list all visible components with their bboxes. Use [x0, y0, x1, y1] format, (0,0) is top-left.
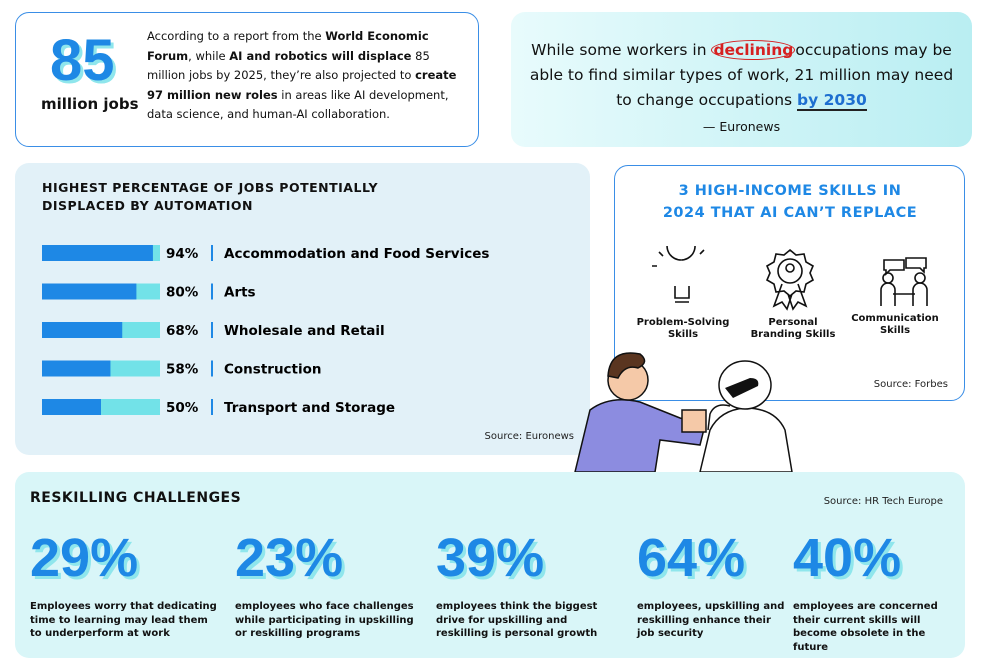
stat-value: 39%: [436, 528, 545, 588]
skill-label: Personal Branding Skills: [750, 317, 836, 340]
stat-value: 23%: [235, 528, 344, 588]
skills-card: 3 HIGH-INCOME SKILLS IN 2024 THAT AI CAN…: [614, 165, 965, 401]
bar: [42, 283, 137, 300]
quote-segment: occupations may be able to find similar …: [529, 41, 954, 109]
intro-text: According to a report from the World Eco…: [147, 27, 467, 125]
quote-segment: While some workers in: [531, 41, 712, 59]
quote-segment: by 2030: [797, 91, 867, 111]
intro-segment: World Economic Forum: [147, 29, 429, 63]
bulb-icon: [666, 246, 696, 303]
automation-card: HIGHEST PERCENTAGE OF JOBS POTENTIALLY D…: [15, 163, 590, 455]
reskilling-card: RESKILLING CHALLENGES Source: HR Tech Eu…: [15, 472, 965, 658]
value-label: 50%: [166, 400, 199, 416]
stat-text: employees, upskilling and reskilling enh…: [637, 601, 785, 639]
value-label: 58%: [166, 362, 199, 378]
human-robot-illustration: [574, 352, 793, 472]
value-label: 68%: [166, 323, 199, 339]
stat-value: 29%: [30, 528, 139, 588]
human-hair: [607, 352, 646, 379]
intro-segment: AI and robotics will displace: [229, 48, 412, 63]
chat-icon: [880, 257, 928, 306]
quote-segment: declining: [711, 40, 796, 60]
automation-title: HIGHEST PERCENTAGE OF JOBS POTENTIALLY D…: [42, 180, 379, 213]
stat-text: employees who face challenges while part…: [235, 601, 414, 639]
jobs-card: 85 million jobs According to a report fr…: [15, 12, 479, 147]
intro-segment: create 97 million new roles: [147, 68, 457, 102]
bar: [42, 360, 111, 377]
badge-head: [785, 263, 795, 273]
intro-segment: in areas like AI development, data scien…: [147, 87, 449, 122]
chat-person-a: [882, 272, 894, 284]
reskilling-source: Source: HR Tech Europe: [823, 496, 943, 507]
intro-segment: 85 million jobs by 2025, they’re also pr…: [147, 48, 430, 83]
reskilling-title: RESKILLING CHALLENGES: [30, 490, 242, 506]
skills-source: Source: Forbes: [873, 379, 948, 390]
intro-segment: According to a report from the: [147, 29, 326, 43]
stat-text: employees think the biggest drive for up…: [436, 601, 598, 639]
bar: [42, 399, 101, 415]
robot-body: [699, 407, 793, 472]
stat-number: 85: [50, 28, 115, 93]
badge-icon: [765, 248, 815, 311]
chat-person-b: [914, 272, 926, 284]
intro-segment: , while: [188, 48, 230, 63]
value-label: 80%: [166, 285, 199, 301]
category-label: Transport and Storage: [224, 400, 395, 416]
robot-visor: [725, 378, 759, 398]
hands: [681, 409, 707, 433]
quote-text: While some workers in declining occupatio…: [529, 38, 954, 113]
automation-source: Source: Euronews: [484, 431, 574, 442]
category-label: Accommodation and Food Services: [224, 246, 489, 262]
quote-attribution: — Euronews: [702, 119, 781, 134]
category-label: Wholesale and Retail: [224, 323, 385, 339]
category-label: Construction: [224, 362, 322, 378]
skills-title: 3 HIGH-INCOME SKILLS IN 2024 THAT AI CAN…: [662, 183, 918, 221]
stat-value: 40%: [793, 528, 902, 588]
skill-icons: [652, 246, 928, 311]
stat-text: Employees worry that dedicating time to …: [30, 601, 217, 639]
stat-label: million jobs: [41, 95, 139, 113]
skill-label: Problem-Solving Skills: [636, 317, 730, 340]
bar-chart: 94% Accommodation and Food Services 80% Art…: [42, 245, 489, 416]
bar: [42, 245, 153, 261]
bulb-rays: [652, 249, 705, 267]
stat-value: 64%: [637, 528, 746, 588]
skill-label: Communication Skills: [851, 313, 939, 336]
robot-arm: [707, 404, 731, 431]
badge-ring: [777, 258, 803, 284]
bar: [42, 322, 123, 338]
value-label: 94%: [166, 246, 199, 262]
stat-text: employees are concerned their current sk…: [793, 601, 938, 653]
category-label: Arts: [224, 285, 256, 301]
quote-card: While some workers in declining occupatio…: [511, 12, 972, 147]
